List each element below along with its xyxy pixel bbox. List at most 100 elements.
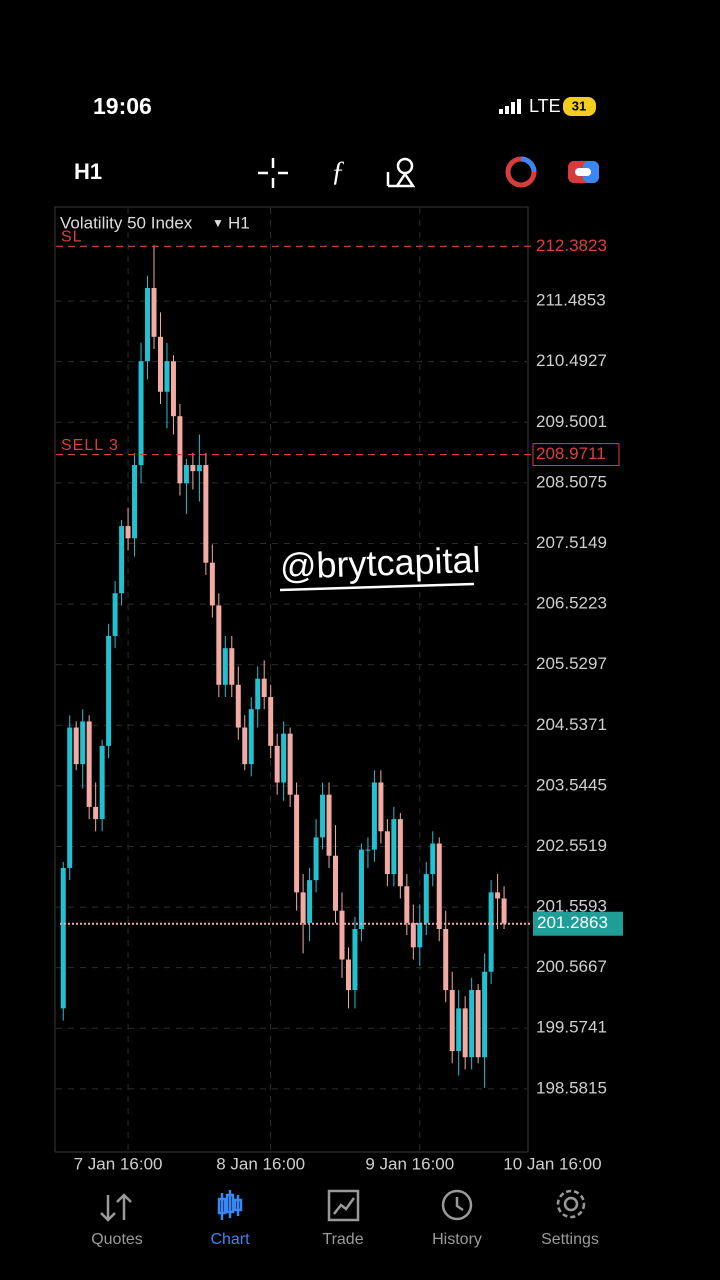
candle-body	[501, 898, 507, 924]
candle-body	[242, 727, 248, 765]
timeframe-button[interactable]: H1	[74, 159, 102, 184]
history-icon[interactable]	[441, 1189, 473, 1221]
watermark: @brytcapital	[279, 539, 481, 587]
candle-body	[333, 855, 339, 911]
candle-body	[106, 635, 112, 746]
trade-icon[interactable]	[505, 156, 537, 188]
y-tick-label: 205.5297	[536, 654, 607, 673]
candle-body	[456, 1008, 462, 1052]
candle-body	[203, 465, 209, 563]
candle-body	[125, 526, 131, 539]
candle-body	[145, 287, 151, 362]
candle-body	[404, 886, 410, 923]
x-tick-label: 7 Jan 16:00	[74, 1154, 163, 1173]
candle-body	[417, 922, 423, 948]
level-value: 208.9711	[536, 444, 606, 463]
candle-body	[112, 593, 118, 636]
candle-body	[119, 526, 125, 594]
level-value: 212.3823	[536, 236, 607, 255]
y-tick-label: 210.4927	[536, 351, 607, 370]
candle-body	[80, 721, 86, 765]
battery-level: 31	[572, 98, 586, 113]
candle-body	[177, 416, 183, 484]
candle-body	[313, 837, 319, 881]
candle-body	[300, 892, 306, 923]
y-tick-label: 204.5371	[536, 715, 607, 734]
chart-icon[interactable]	[217, 1190, 243, 1220]
candle-body	[209, 562, 215, 606]
dropdown-arrow[interactable]: ▼	[212, 216, 224, 230]
x-tick-label: 10 Jan 16:00	[503, 1154, 601, 1173]
candle-body	[132, 465, 138, 539]
nav-label[interactable]: Settings	[541, 1231, 599, 1248]
candle-body	[397, 819, 403, 887]
candle-body	[391, 819, 397, 875]
y-tick-label: 206.5223	[536, 594, 607, 613]
candle-body	[384, 831, 390, 875]
candle-body	[99, 745, 105, 820]
y-tick-label: 201.5593	[536, 897, 607, 916]
nav-bar	[0, 1178, 720, 1280]
candle-body	[339, 910, 345, 960]
candle-body	[495, 892, 501, 899]
candle-body	[320, 794, 326, 838]
candle-body	[475, 990, 481, 1058]
candle-body	[326, 794, 332, 856]
candle-body	[365, 849, 371, 851]
candle-body	[196, 465, 202, 472]
y-tick-label: 202.5519	[536, 836, 607, 855]
y-tick-label: 208.5075	[536, 472, 607, 491]
indicators-button[interactable]: ƒ	[331, 156, 345, 187]
chart-timeframe: H1	[228, 213, 250, 232]
current-price-box	[533, 911, 623, 936]
candle-body	[164, 361, 170, 392]
candle-body	[281, 733, 287, 783]
candle-body	[93, 806, 99, 820]
candle-body	[274, 745, 280, 783]
candle-body	[67, 727, 73, 868]
level-label: SL	[61, 229, 83, 246]
nav-label[interactable]: Trade	[322, 1231, 363, 1248]
chart-frame	[54, 206, 529, 1153]
candle-body	[268, 697, 274, 746]
candle-body	[410, 922, 416, 948]
candle-body	[423, 874, 429, 923]
candle-body	[436, 843, 442, 929]
candle-body	[235, 684, 241, 728]
nav-label[interactable]: Chart	[210, 1231, 250, 1248]
trade-nav-icon[interactable]	[327, 1189, 360, 1222]
candle-body	[73, 727, 79, 765]
candle-body	[378, 782, 384, 832]
candle-body	[352, 928, 358, 991]
settings-icon[interactable]	[556, 1189, 586, 1219]
objects-button[interactable]	[386, 157, 416, 188]
candle-body	[488, 892, 494, 972]
candle-body	[371, 782, 377, 850]
level-label: SELL 3	[61, 437, 119, 454]
candle-body	[261, 678, 267, 698]
y-tick-label: 203.5445	[536, 775, 607, 794]
quotes-icon[interactable]	[100, 1193, 132, 1222]
candle-body	[449, 990, 455, 1052]
network: LTE	[529, 96, 561, 116]
candle-body	[345, 959, 351, 991]
candle-body	[482, 971, 488, 1058]
chart: 198.5815 199.5741 200.5667 201.5593 202.5519…	[56, 208, 623, 1173]
candle-body	[358, 849, 364, 929]
level-box	[533, 235, 619, 258]
candle-body	[216, 605, 222, 685]
account-icon[interactable]	[568, 161, 599, 183]
crosshair-button[interactable]	[258, 158, 288, 188]
battery	[563, 97, 596, 116]
x-tick-label: 9 Jan 16:00	[365, 1154, 454, 1173]
candle-body	[462, 1008, 468, 1058]
signal-icon	[499, 99, 521, 114]
x-tick-label: 8 Jan 16:00	[216, 1154, 305, 1173]
y-tick-label: 198.5815	[536, 1078, 607, 1097]
nav-label[interactable]: History	[432, 1231, 482, 1248]
candle-body	[170, 361, 176, 417]
candle-body	[183, 465, 189, 484]
y-tick-label: 209.5001	[536, 412, 607, 431]
nav-label[interactable]: Quotes	[91, 1231, 143, 1248]
